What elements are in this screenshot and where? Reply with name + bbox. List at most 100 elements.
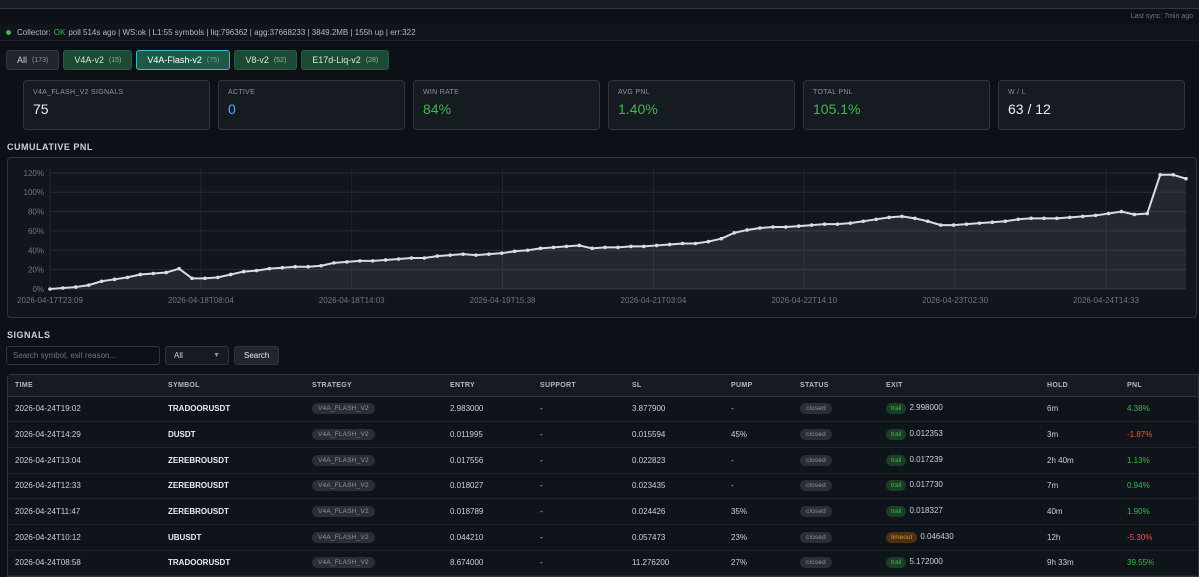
cell-symbol: TRADOORUSDT [161, 396, 305, 423]
cell-support: - [533, 498, 625, 525]
tab-label: E17d-Liq-v2 [312, 55, 361, 65]
collector-details: poll 514s ago | WS:ok | L1:55 symbols | … [68, 27, 416, 37]
pnl-point [409, 256, 414, 260]
column-header[interactable]: SYMBOL [161, 375, 305, 397]
exit-reason-badge: trail [886, 429, 907, 441]
column-header[interactable]: SL [625, 375, 724, 397]
pnl-point [512, 249, 517, 254]
column-header[interactable]: ENTRY [443, 375, 533, 397]
cell-strategy: V4A_FLASH_V2 [305, 421, 443, 448]
status-badge: closed [800, 454, 832, 466]
stat-label: V4A_FLASH_V2 SIGNALS [33, 89, 124, 96]
cell-pnl: -1.87% [1120, 421, 1198, 448]
cell-time: 2026-04-24T10:12 [8, 524, 161, 551]
status-badge: closed [800, 531, 832, 543]
stat-label: AVG PNL [618, 89, 650, 96]
chart-section-title: CUMULATIVE PNL [7, 142, 93, 152]
pnl-point [396, 257, 401, 261]
stat-label: ACTIVE [228, 89, 256, 96]
pnl-point [74, 285, 78, 289]
table-row[interactable]: 2026-04-24T08:58 TRADOORUSDT V4A_FLASH_V2 8… [8, 550, 1198, 577]
exit-reason-badge: trail [886, 506, 907, 518]
cell-pump: 35% [724, 498, 793, 525]
pnl-point [86, 283, 91, 287]
cell-pump: 45% [724, 421, 793, 448]
tab-e17d-liq-v2[interactable]: E17d-Liq-v2 (28) [301, 50, 390, 70]
cell-symbol: ZEREBROUSDT [161, 498, 305, 525]
pnl-point [1093, 213, 1098, 218]
stat-card-active: ACTIVE 0 [218, 80, 405, 130]
column-header[interactable]: PUMP [724, 375, 793, 397]
cell-hold: 7m [1040, 473, 1120, 500]
search-input[interactable] [6, 346, 160, 365]
tab-v4a-flash-v2[interactable]: V4A-Flash-v2 (75) [136, 50, 231, 70]
table-row[interactable]: 2026-04-24T12:33 ZEREBROUSDT V4A_FLASH_V2 0… [8, 473, 1198, 500]
pnl-point [525, 248, 530, 253]
pnl-point [1119, 209, 1124, 214]
table-row[interactable]: 2026-04-24T19:02 TRADOORUSDT V4A_FLASH_V2 2… [8, 396, 1198, 423]
column-header[interactable]: EXIT [879, 375, 1040, 397]
pnl-point [848, 221, 853, 225]
cell-entry: 0.011995 [443, 421, 533, 448]
x-tick-label: 2026-04-18T08:04 [168, 296, 234, 305]
tab-v8-v2[interactable]: V8-v2 (52) [234, 50, 298, 70]
tab-count: (28) [365, 56, 379, 64]
column-header[interactable]: SUPPORT [533, 375, 625, 397]
pnl-point [461, 252, 465, 256]
pnl-point [99, 279, 104, 284]
cell-time: 2026-04-24T08:58 [8, 550, 161, 577]
exit-reason-badge: trail [886, 557, 907, 569]
pnl-point [383, 258, 388, 262]
tab-label: V4A-v2 [74, 55, 104, 65]
column-header[interactable]: PNL [1120, 375, 1198, 397]
pnl-point [693, 241, 698, 246]
table-row[interactable]: 2026-04-24T11:47 ZEREBROUSDT V4A_FLASH_V2 0… [8, 498, 1198, 525]
table-header-row: TIME SYMBOL STRATEGY ENTRY SUPPORT SL PUMP STAT… [8, 375, 1198, 397]
strategy-badge: V4A_FLASH_V2 [312, 403, 375, 415]
cell-support: - [533, 447, 625, 474]
cell-hold: 9h 33m [1040, 550, 1120, 577]
tab-label: All [17, 55, 28, 65]
pnl-point [564, 244, 569, 249]
cell-support: - [533, 524, 625, 551]
cell-symbol: TRADOORUSDT [161, 550, 305, 577]
pnl-point [809, 223, 814, 227]
y-tick-label: 80% [28, 208, 44, 217]
pnl-point [551, 245, 556, 250]
pnl-point [900, 214, 904, 219]
table-row[interactable]: 2026-04-24T14:29 DUSDT V4A_FLASH_V2 0.01199… [8, 421, 1198, 448]
stat-card-win-rate: WIN RATE 84% [413, 80, 600, 130]
tab-count: (15) [108, 56, 122, 64]
tab-label: V8-v2 [245, 55, 269, 65]
search-button[interactable]: Search [234, 346, 280, 365]
cell-sl: 0.023435 [625, 473, 724, 500]
tab-all[interactable]: All (173) [6, 50, 60, 70]
cell-status: closed [793, 447, 879, 474]
pnl-point [435, 254, 440, 258]
cell-time: 2026-04-24T14:29 [8, 421, 161, 448]
column-header[interactable]: STATUS [793, 375, 879, 397]
pnl-point [771, 225, 775, 229]
tab-label: V4A-Flash-v2 [147, 55, 202, 65]
status-filter-select[interactable]: All ▼ [165, 346, 229, 365]
column-header[interactable]: STRATEGY [305, 375, 443, 397]
tab-v4a-v2[interactable]: V4A-v2 (15) [63, 50, 133, 70]
column-header[interactable]: HOLD [1040, 375, 1120, 397]
pnl-point [422, 256, 427, 260]
pnl-point [345, 260, 349, 264]
pnl-point [332, 261, 336, 265]
pnl-point [538, 246, 543, 251]
status-filter-value: All [174, 351, 183, 360]
table-row[interactable]: 2026-04-24T13:04 ZEREBROUSDT V4A_FLASH_V2 0… [8, 447, 1198, 474]
exit-reason-badge: trail [886, 403, 907, 415]
x-tick-label: 2026-04-23T02:30 [922, 296, 988, 305]
x-tick-label: 2026-04-24T14:33 [1073, 296, 1139, 305]
pnl-point [938, 223, 943, 227]
pnl-point [448, 253, 452, 257]
table-row[interactable]: 2026-04-24T10:12 UBUSDT V4A_FLASH_V2 0.0442… [8, 524, 1198, 551]
pnl-point [1171, 172, 1175, 177]
cell-strategy: V4A_FLASH_V2 [305, 498, 443, 525]
cell-exit: trail 2.998000 [879, 396, 1040, 423]
status-badge: closed [800, 403, 832, 415]
column-header[interactable]: TIME [8, 375, 161, 397]
